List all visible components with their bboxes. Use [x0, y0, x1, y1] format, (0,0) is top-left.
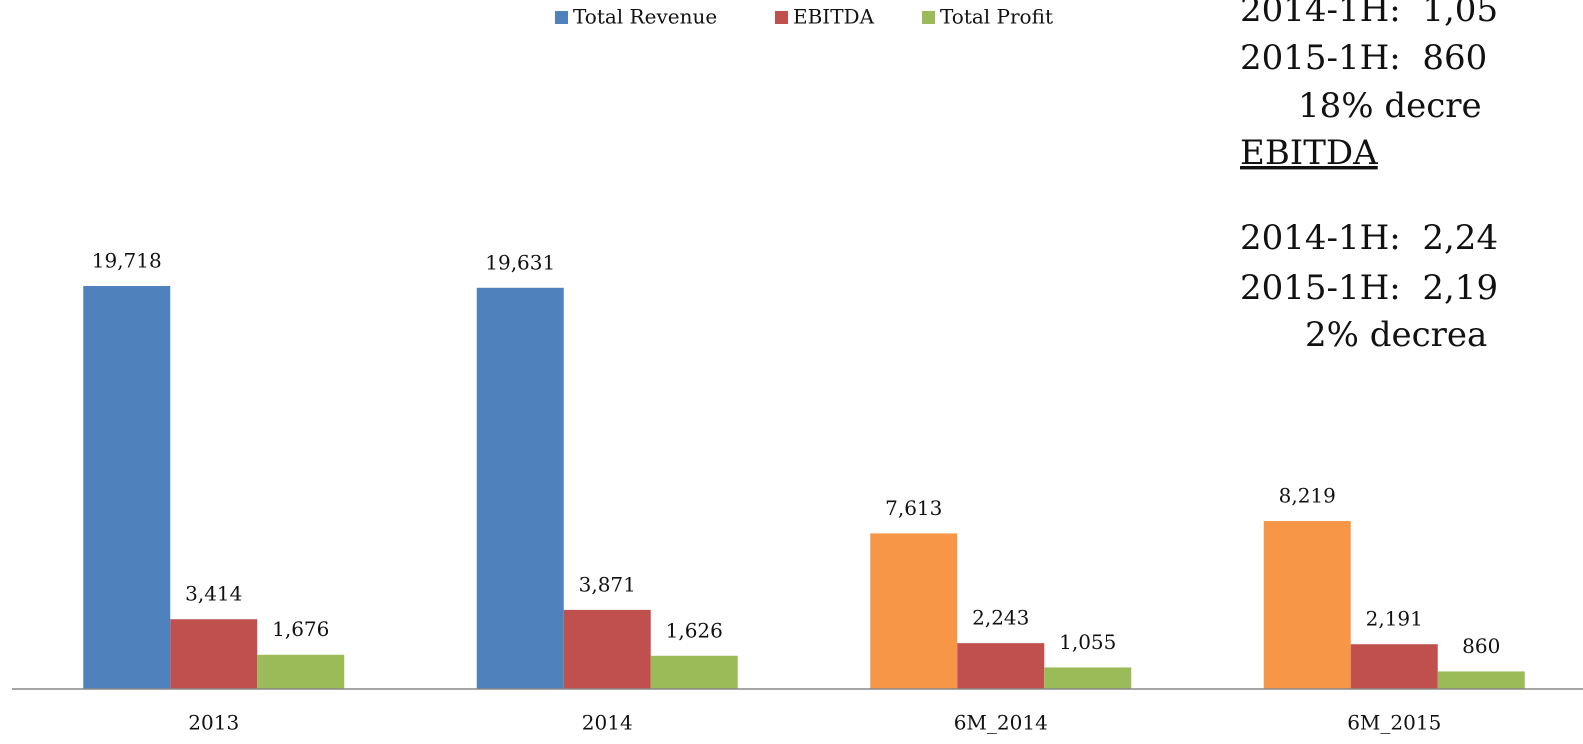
x-tick-label: 2013 [188, 711, 239, 735]
annotation: 2014-1H: 2,24 [1240, 218, 1498, 258]
bar [1044, 667, 1132, 689]
data-label: 19,631 [485, 250, 555, 274]
data-label: 3,414 [185, 582, 242, 606]
legend-swatch [922, 11, 935, 24]
legend-swatch [775, 11, 788, 24]
bar [870, 533, 958, 689]
legend-label: EBITDA [793, 5, 875, 29]
data-label: 1,055 [1059, 630, 1116, 654]
bar [476, 287, 564, 689]
legend-label: Total Revenue [573, 5, 717, 29]
x-tick-label: 6M_2014 [954, 711, 1048, 735]
data-label: 7,613 [885, 496, 942, 520]
annotation: EBITDA [1240, 133, 1378, 173]
data-label: 2,191 [1366, 607, 1423, 631]
legend-label: Total Profit [940, 5, 1053, 29]
annotation: 18% decre [1298, 86, 1482, 126]
bar [1263, 521, 1351, 689]
data-label: 3,871 [579, 572, 636, 596]
bar [1437, 671, 1525, 689]
annotation: 2015-1H: 2,19 [1240, 268, 1498, 308]
legend-swatch [555, 11, 568, 24]
bar [650, 655, 738, 689]
data-label: 8,219 [1279, 484, 1336, 508]
bar [563, 609, 651, 689]
data-label: 860 [1462, 634, 1500, 658]
bar [83, 286, 171, 689]
x-tick-label: 6M_2015 [1347, 711, 1441, 735]
annotation: 2014-1H: 1,05 [1240, 0, 1498, 30]
bar [1350, 644, 1438, 689]
annotation: 2% decrea [1305, 315, 1487, 355]
bar [170, 619, 258, 689]
annotation: 2015-1H: 860 [1240, 38, 1487, 78]
data-label: 1,626 [666, 618, 723, 642]
bar [257, 654, 345, 689]
bar [957, 643, 1045, 689]
x-tick-label: 2014 [582, 711, 633, 735]
data-label: 1,676 [272, 617, 329, 641]
data-label: 19,718 [92, 249, 162, 273]
data-label: 2,243 [972, 606, 1029, 630]
